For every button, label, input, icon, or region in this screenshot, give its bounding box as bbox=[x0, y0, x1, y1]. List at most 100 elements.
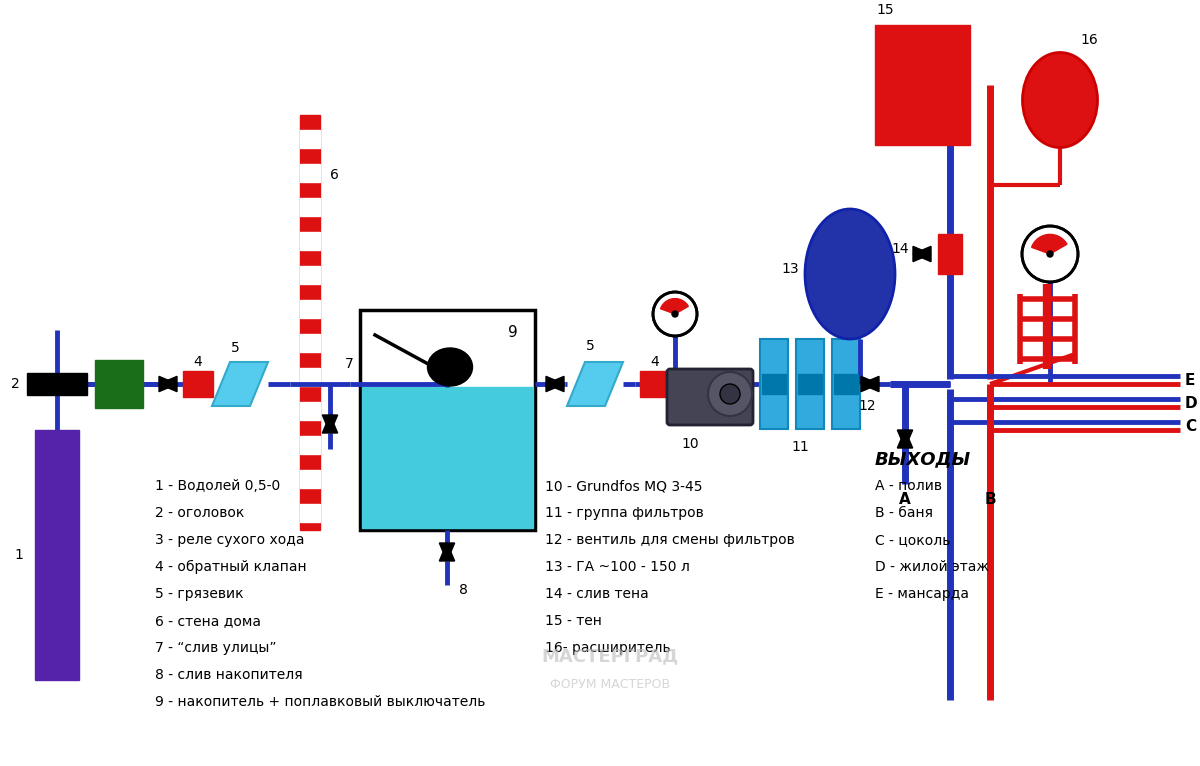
Circle shape bbox=[720, 384, 740, 404]
Text: B: B bbox=[984, 492, 996, 506]
Text: В - баня: В - баня bbox=[875, 506, 932, 520]
Circle shape bbox=[708, 372, 752, 416]
Polygon shape bbox=[439, 543, 455, 561]
Text: E - мансарда: E - мансарда bbox=[875, 587, 968, 601]
Text: А - полив: А - полив bbox=[875, 479, 942, 493]
Polygon shape bbox=[660, 299, 689, 314]
Text: 13 - ГА ~100 - 150 л: 13 - ГА ~100 - 150 л bbox=[545, 560, 690, 574]
Polygon shape bbox=[898, 430, 913, 448]
FancyBboxPatch shape bbox=[760, 339, 788, 429]
Polygon shape bbox=[860, 376, 878, 391]
FancyBboxPatch shape bbox=[832, 339, 860, 429]
FancyBboxPatch shape bbox=[300, 504, 320, 522]
Text: D: D bbox=[1184, 395, 1198, 411]
Text: 12: 12 bbox=[858, 399, 876, 413]
Text: 3 - реле сухого хода: 3 - реле сухого хода bbox=[155, 533, 305, 547]
Text: 1: 1 bbox=[14, 548, 24, 562]
Polygon shape bbox=[160, 376, 178, 391]
FancyBboxPatch shape bbox=[300, 300, 320, 318]
Circle shape bbox=[1022, 226, 1078, 282]
Text: 14 - слив тена: 14 - слив тена bbox=[545, 587, 649, 601]
FancyBboxPatch shape bbox=[300, 232, 320, 250]
Text: 10: 10 bbox=[682, 437, 698, 451]
Text: 5: 5 bbox=[230, 341, 239, 355]
Polygon shape bbox=[546, 376, 564, 391]
Text: D - жилой этаж: D - жилой этаж bbox=[875, 560, 989, 574]
Ellipse shape bbox=[805, 209, 895, 339]
Text: С - цоколь: С - цоколь bbox=[875, 533, 950, 547]
Text: 15: 15 bbox=[876, 3, 894, 17]
Polygon shape bbox=[1032, 234, 1067, 254]
Text: 9: 9 bbox=[508, 325, 518, 339]
Circle shape bbox=[672, 311, 678, 317]
Text: 5: 5 bbox=[586, 339, 594, 353]
Text: 8 - слив накопителя: 8 - слив накопителя bbox=[155, 668, 302, 682]
Text: 4: 4 bbox=[193, 355, 203, 369]
Text: 10 - Grundfos MQ 3-45: 10 - Grundfos MQ 3-45 bbox=[545, 479, 702, 493]
Ellipse shape bbox=[1022, 53, 1098, 148]
FancyBboxPatch shape bbox=[300, 266, 320, 284]
Text: 11: 11 bbox=[791, 440, 809, 454]
Polygon shape bbox=[160, 376, 178, 391]
FancyBboxPatch shape bbox=[184, 371, 214, 397]
Text: 12 - вентиль для смены фильтров: 12 - вентиль для смены фильтров bbox=[545, 533, 794, 547]
Text: 14: 14 bbox=[892, 242, 908, 256]
Polygon shape bbox=[913, 247, 931, 262]
Text: E: E bbox=[1184, 372, 1195, 388]
FancyBboxPatch shape bbox=[300, 368, 320, 386]
Text: 15 - тен: 15 - тен bbox=[545, 614, 602, 628]
Polygon shape bbox=[212, 362, 268, 406]
Polygon shape bbox=[913, 247, 931, 262]
FancyBboxPatch shape bbox=[640, 371, 670, 397]
FancyBboxPatch shape bbox=[300, 470, 320, 488]
Text: 1 - Водолей 0,5-0: 1 - Водолей 0,5-0 bbox=[155, 479, 281, 493]
FancyBboxPatch shape bbox=[834, 374, 858, 394]
Polygon shape bbox=[323, 415, 337, 433]
Text: 11 - группа фильтров: 11 - группа фильтров bbox=[545, 506, 703, 520]
FancyBboxPatch shape bbox=[798, 374, 822, 394]
Text: 5 - грязевик: 5 - грязевик bbox=[155, 587, 244, 601]
Text: 4: 4 bbox=[650, 355, 659, 369]
Text: 6 - стена дома: 6 - стена дома bbox=[155, 614, 262, 628]
FancyBboxPatch shape bbox=[28, 373, 88, 395]
Polygon shape bbox=[546, 376, 564, 391]
Text: 2: 2 bbox=[11, 377, 19, 391]
FancyBboxPatch shape bbox=[875, 25, 970, 145]
FancyBboxPatch shape bbox=[300, 436, 320, 454]
Polygon shape bbox=[439, 543, 455, 561]
Polygon shape bbox=[566, 362, 623, 406]
Text: МАСТЕРГРАД: МАСТЕРГРАД bbox=[541, 647, 679, 665]
Ellipse shape bbox=[427, 348, 473, 386]
Text: 9 - накопитель + поплавковый выключатель: 9 - накопитель + поплавковый выключатель bbox=[155, 695, 485, 709]
Text: 4 - обратный клапан: 4 - обратный клапан bbox=[155, 560, 307, 574]
FancyBboxPatch shape bbox=[300, 115, 320, 530]
Text: 16- расширитель: 16- расширитель bbox=[545, 641, 671, 655]
FancyBboxPatch shape bbox=[300, 130, 320, 148]
FancyBboxPatch shape bbox=[300, 402, 320, 420]
FancyBboxPatch shape bbox=[667, 369, 754, 425]
FancyBboxPatch shape bbox=[95, 360, 143, 408]
Polygon shape bbox=[898, 430, 913, 448]
Polygon shape bbox=[323, 415, 337, 433]
FancyBboxPatch shape bbox=[360, 310, 535, 530]
FancyBboxPatch shape bbox=[762, 374, 786, 394]
Circle shape bbox=[1046, 251, 1052, 257]
FancyBboxPatch shape bbox=[300, 164, 320, 182]
FancyBboxPatch shape bbox=[938, 234, 962, 274]
Text: 3: 3 bbox=[74, 377, 83, 391]
FancyBboxPatch shape bbox=[300, 334, 320, 352]
Text: A: A bbox=[899, 492, 911, 506]
Text: 7: 7 bbox=[346, 357, 354, 371]
FancyBboxPatch shape bbox=[796, 339, 824, 429]
Text: ФОРУМ МАСТЕРОВ: ФОРУМ МАСТЕРОВ bbox=[550, 677, 670, 690]
Text: 7 - “слив улицы”: 7 - “слив улицы” bbox=[155, 641, 276, 655]
Text: 2 - оголовок: 2 - оголовок bbox=[155, 506, 245, 520]
FancyBboxPatch shape bbox=[300, 198, 320, 216]
Text: 16: 16 bbox=[1080, 33, 1098, 47]
Polygon shape bbox=[860, 376, 878, 391]
FancyBboxPatch shape bbox=[35, 430, 79, 680]
Circle shape bbox=[653, 292, 697, 336]
Text: ВЫХОДЫ: ВЫХОДЫ bbox=[875, 450, 971, 468]
Text: C: C bbox=[1184, 418, 1196, 434]
FancyBboxPatch shape bbox=[362, 387, 533, 528]
